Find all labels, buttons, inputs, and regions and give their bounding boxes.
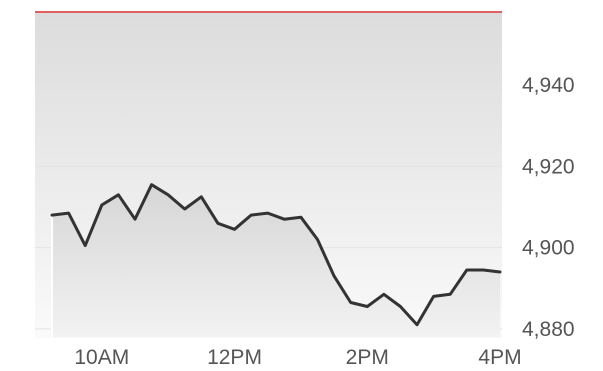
x-axis: 10AM 12PM 2PM 4PM — [74, 346, 521, 369]
x-tick-label: 2PM — [346, 346, 389, 369]
x-tick-label: 10AM — [74, 346, 129, 369]
x-tick-label: 4PM — [478, 346, 521, 369]
y-tick-label: 4,920 — [522, 155, 575, 178]
x-tick-label: 12PM — [207, 346, 262, 369]
y-tick-label: 4,880 — [522, 318, 575, 341]
y-tick-label: 4,940 — [522, 74, 575, 97]
y-tick-label: 4,900 — [522, 237, 575, 260]
price-line — [50, 183, 502, 327]
y-axis: 4,880 4,900 4,920 4,940 — [522, 74, 575, 341]
